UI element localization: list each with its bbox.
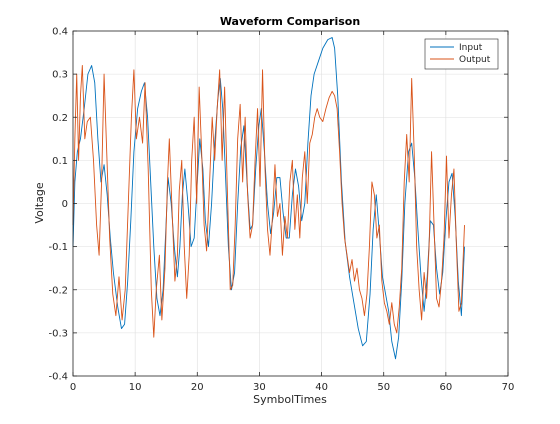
x-tick-label: 50	[377, 382, 390, 393]
y-axis-ticks: -0.4 -0.3 -0.2 -0.1 0 0.1 0.2 0.3 0.4	[48, 27, 508, 383]
x-axis-title: SymbolTimes	[253, 393, 327, 406]
legend-box	[424, 38, 499, 70]
legend-label-input: Input	[459, 43, 483, 53]
series-lines	[72, 37, 465, 360]
x-tick-label: 20	[191, 382, 204, 393]
legend-label-output: Output	[459, 55, 491, 65]
y-tick-label: -0.4	[48, 372, 68, 383]
legend: Input Output	[424, 38, 499, 70]
x-tick-label: 0	[70, 382, 76, 393]
x-axis-ticks: 0 10 20 30 40 50 60 70	[70, 31, 515, 393]
y-axis-title: Voltage	[33, 182, 46, 223]
x-tick-label: 70	[502, 382, 515, 393]
x-tick-label: 30	[253, 382, 266, 393]
y-tick-label: 0	[62, 199, 68, 210]
y-tick-label: -0.1	[48, 242, 68, 253]
x-tick-label: 10	[129, 382, 142, 393]
x-tick-label: 40	[315, 382, 328, 393]
y-tick-label: 0.1	[52, 156, 68, 167]
y-tick-label: -0.2	[48, 285, 68, 296]
chart-title: Waveform Comparison	[220, 15, 360, 28]
y-tick-label: 0.3	[52, 70, 68, 81]
y-tick-label: -0.3	[48, 328, 68, 339]
y-tick-label: 0.4	[52, 27, 68, 38]
series-line-output	[72, 65, 465, 338]
series-line-input	[72, 37, 465, 360]
y-tick-label: 0.2	[52, 113, 68, 124]
x-tick-label: 60	[439, 382, 452, 393]
